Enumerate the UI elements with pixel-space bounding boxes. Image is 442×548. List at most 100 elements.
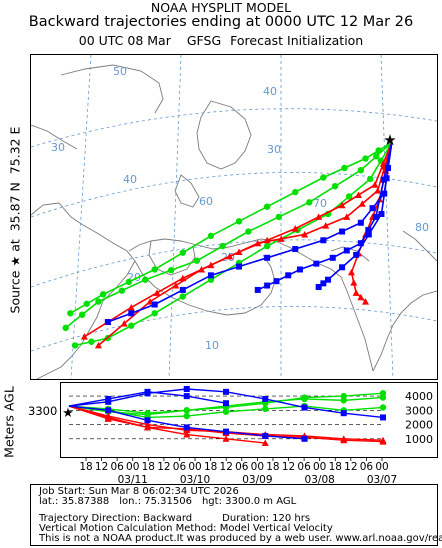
profile-marker <box>223 388 229 395</box>
footer-lat: lat.: 35.87388 <box>39 496 110 508</box>
map-canvas: 40 30 40 30 20 20 10 50 60 70 80 ★ <box>31 55 437 379</box>
trajectory-marker <box>120 320 128 327</box>
trajectory-marker <box>341 164 348 172</box>
time-tick-label: 00 <box>313 461 326 473</box>
trajectory-marker <box>219 242 226 250</box>
trajectory-green-2 <box>62 141 393 332</box>
trajectory-marker <box>95 298 102 305</box>
profile-marker <box>105 395 112 402</box>
time-tick-label: 18 <box>266 461 279 473</box>
time-tick-label: 12 <box>220 461 233 473</box>
profile-marker <box>222 408 230 415</box>
trajectory-marker <box>179 249 187 256</box>
lat-label: 30 <box>267 143 281 156</box>
profile-marker <box>379 394 387 401</box>
trajectory-marker <box>339 264 346 271</box>
profile-marker <box>262 405 269 413</box>
profile-marker <box>340 397 347 404</box>
trajectory-marker <box>167 267 175 274</box>
profile-marker <box>183 424 190 431</box>
trajectory-marker <box>83 300 90 307</box>
trajectory-marker <box>275 213 283 221</box>
profile-marker <box>340 410 347 417</box>
profile-red-6 <box>68 405 269 447</box>
trajectory-marker <box>125 278 133 286</box>
trajectory-marker <box>292 246 299 253</box>
vertical-profile-panel: 1000 2000 3000 4000 ★ <box>60 382 438 458</box>
source-description: Source ★ at 35.87 N 75.32 E <box>8 127 23 314</box>
trajectory-red-5 <box>94 142 393 349</box>
trajectory-marker <box>207 272 214 279</box>
footer-lon: lon.: 75.31506 <box>119 496 192 508</box>
trajectory-marker <box>371 181 379 188</box>
trajectory-marker <box>264 282 271 289</box>
trajectory-marker <box>378 211 385 217</box>
profile-line <box>68 405 266 444</box>
trajectory-marker <box>153 289 161 296</box>
lon-label: 60 <box>199 195 213 208</box>
trajectory-marker <box>94 341 102 349</box>
info-footer: Job Start: Sun Mar 8 06:02:34 UTC 2026 l… <box>30 484 442 546</box>
lat-label: 40 <box>123 173 137 186</box>
time-tick-label: 18 <box>142 461 155 473</box>
lat-label: 30 <box>51 141 65 154</box>
trajectory-marker <box>315 284 322 290</box>
profile-marker <box>223 428 229 435</box>
trajectory-marker <box>357 293 365 301</box>
trajectory-marker <box>292 188 299 196</box>
time-tick-label: 06 <box>110 461 124 473</box>
footer-hgt: hgt: 3300.0 m AGL <box>201 496 297 508</box>
source-lon: 75.32 E <box>7 126 23 175</box>
init-line: 00 UTC 08 Mar GFSG Forecast Initialization <box>0 33 442 48</box>
trajectory-direction: Trajectory Direction: Backward <box>39 512 193 524</box>
disclaimer: This is not a NOAA product.It was produc… <box>39 533 442 545</box>
trajectory-marker <box>254 239 262 247</box>
trajectory-marker <box>339 228 346 235</box>
time-tick-label: 12 <box>157 461 170 473</box>
trajectory-green-3 <box>71 142 393 349</box>
lon-label: 50 <box>113 65 127 78</box>
date-label: 03/07 <box>367 474 397 486</box>
trajectory-marker <box>331 183 339 190</box>
vertical-axis-label-panel: Meters AGL 3300 <box>0 382 60 458</box>
time-tick-label: 06 <box>173 461 187 473</box>
date-label: 03/11 <box>118 474 148 486</box>
profile-source-star-icon: ★ <box>62 406 74 421</box>
profile-marker <box>183 407 190 414</box>
trajectory-marker <box>362 298 370 305</box>
lat-label: 10 <box>205 339 219 352</box>
trajectory-marker <box>128 310 135 317</box>
trajectory-marker <box>357 219 364 226</box>
time-axis-canvas: 18 12 06 00 18 12 06 00 18 12 06 00 18 12 06 00 18 12 06 00… <box>79 458 397 486</box>
profile-marker <box>104 413 112 421</box>
source-star-icon: ★ <box>8 255 23 267</box>
profile-marker <box>262 432 269 439</box>
trajectory-marker <box>329 254 336 261</box>
profile-marker <box>261 439 269 447</box>
trajectory-marker <box>357 167 365 174</box>
trajectory-marker <box>350 279 358 286</box>
trajectory-marker <box>285 272 292 279</box>
source-label-panel: Source ★ at 35.87 N 75.32 E <box>0 60 30 380</box>
time-tick-label: 00 <box>126 461 139 473</box>
trajectory-marker <box>142 276 149 283</box>
profile-marker <box>183 431 191 438</box>
trajectory-marker <box>78 311 86 318</box>
y-tick-label: 3000 <box>405 404 433 417</box>
trajectory-marker <box>306 199 313 206</box>
date-label: 03/09 <box>242 474 272 486</box>
trajectory-marker <box>277 235 285 242</box>
trajectory-marker <box>62 324 69 332</box>
init-label: Forecast Initialization <box>230 33 364 48</box>
trajectory-marker <box>357 240 364 247</box>
trajectory-marker <box>369 205 376 212</box>
chart-title: Backward trajectories ending at 0000 UTC… <box>28 14 414 30</box>
trajectory-marker <box>127 303 135 311</box>
y-tick-label: 4000 <box>405 390 433 403</box>
trajectory-marker <box>207 232 215 240</box>
trajectory-marker <box>365 231 372 238</box>
source-height: 3300 <box>28 404 58 418</box>
trajectory-marker <box>325 276 332 283</box>
lat-label: 40 <box>263 85 277 98</box>
trajectory-marker <box>67 310 74 317</box>
